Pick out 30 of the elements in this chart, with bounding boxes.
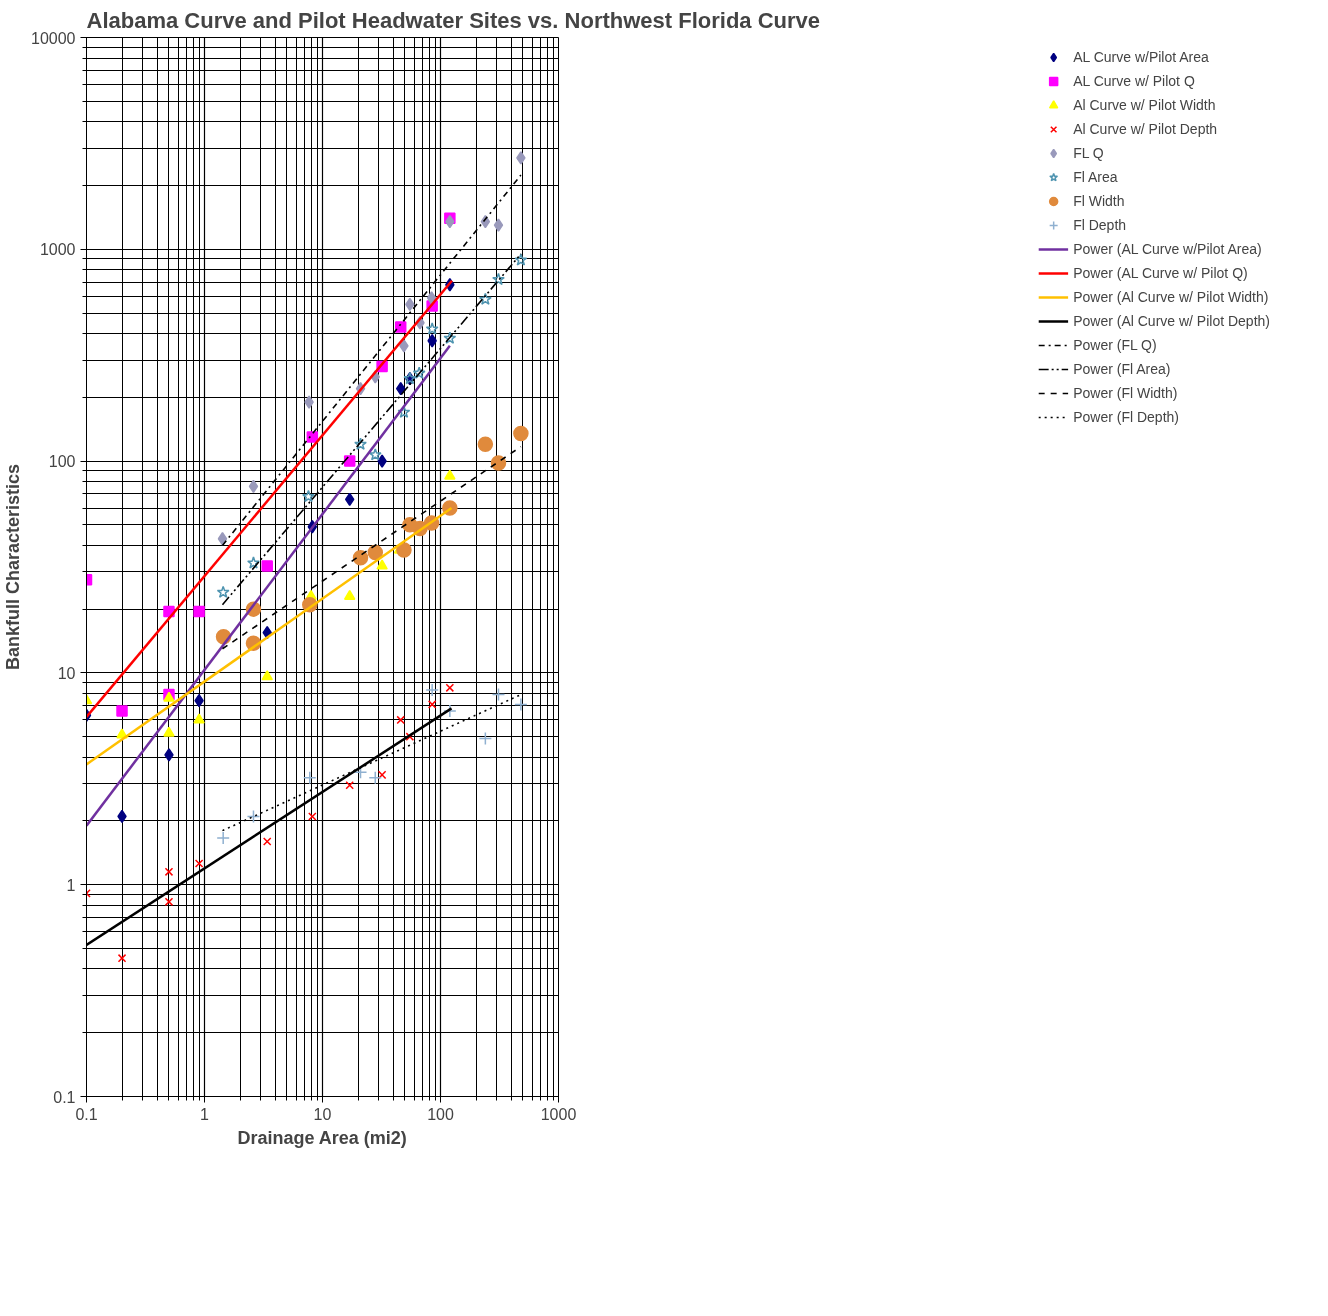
legend-label: Al Curve w/ Pilot Width [1073,97,1216,113]
legend-label: Power (Al Curve w/ Pilot Depth) [1073,313,1270,329]
y-tick-label: 100 [48,453,76,471]
y-tick-label: 10 [57,664,76,682]
legend-label: Power (AL Curve w/ Pilot Q) [1073,265,1248,281]
legend-label: Power (AL Curve w/Pilot Area) [1073,241,1262,257]
legend-label: FL Q [1073,145,1104,161]
legend-label: Al Curve w/ Pilot Depth [1073,121,1218,137]
y-tick-label: 10000 [31,29,76,47]
legend-label: Power (Al Curve w/ Pilot Width) [1073,289,1269,305]
legend-label: Power (Fl Area) [1073,361,1171,377]
y-tick-label: 1 [66,876,76,894]
x-tick-label: 1 [200,1105,210,1123]
x-axis-title: Drainage Area (mi2) [237,1127,407,1148]
y-tick-label: 1000 [39,241,76,259]
chart-title: Alabama Curve and Pilot Headwater Sites vs. Northwest Florida Curve [86,7,821,33]
legend-label: Fl Area [1073,169,1118,185]
legend-label: Fl Width [1073,193,1125,209]
x-tick-label: 10 [313,1105,332,1123]
legend-label: Power (FL Q) [1073,337,1157,353]
legend-label: Power (Fl Width) [1073,385,1178,401]
legend-label: Power (Fl Depth) [1073,409,1179,425]
y-axis-title: Bankfull Characteristics [3,463,24,671]
legend-label: AL Curve w/ Pilot Q [1073,73,1195,89]
legend-label: Fl Depth [1073,217,1127,233]
legend-label: AL Curve w/Pilot Area [1073,49,1209,65]
y-tick-label: 0.1 [53,1088,76,1106]
x-tick-label: 100 [427,1105,454,1123]
x-tick-label: 1000 [540,1105,577,1123]
x-tick-label: 0.1 [75,1105,98,1123]
